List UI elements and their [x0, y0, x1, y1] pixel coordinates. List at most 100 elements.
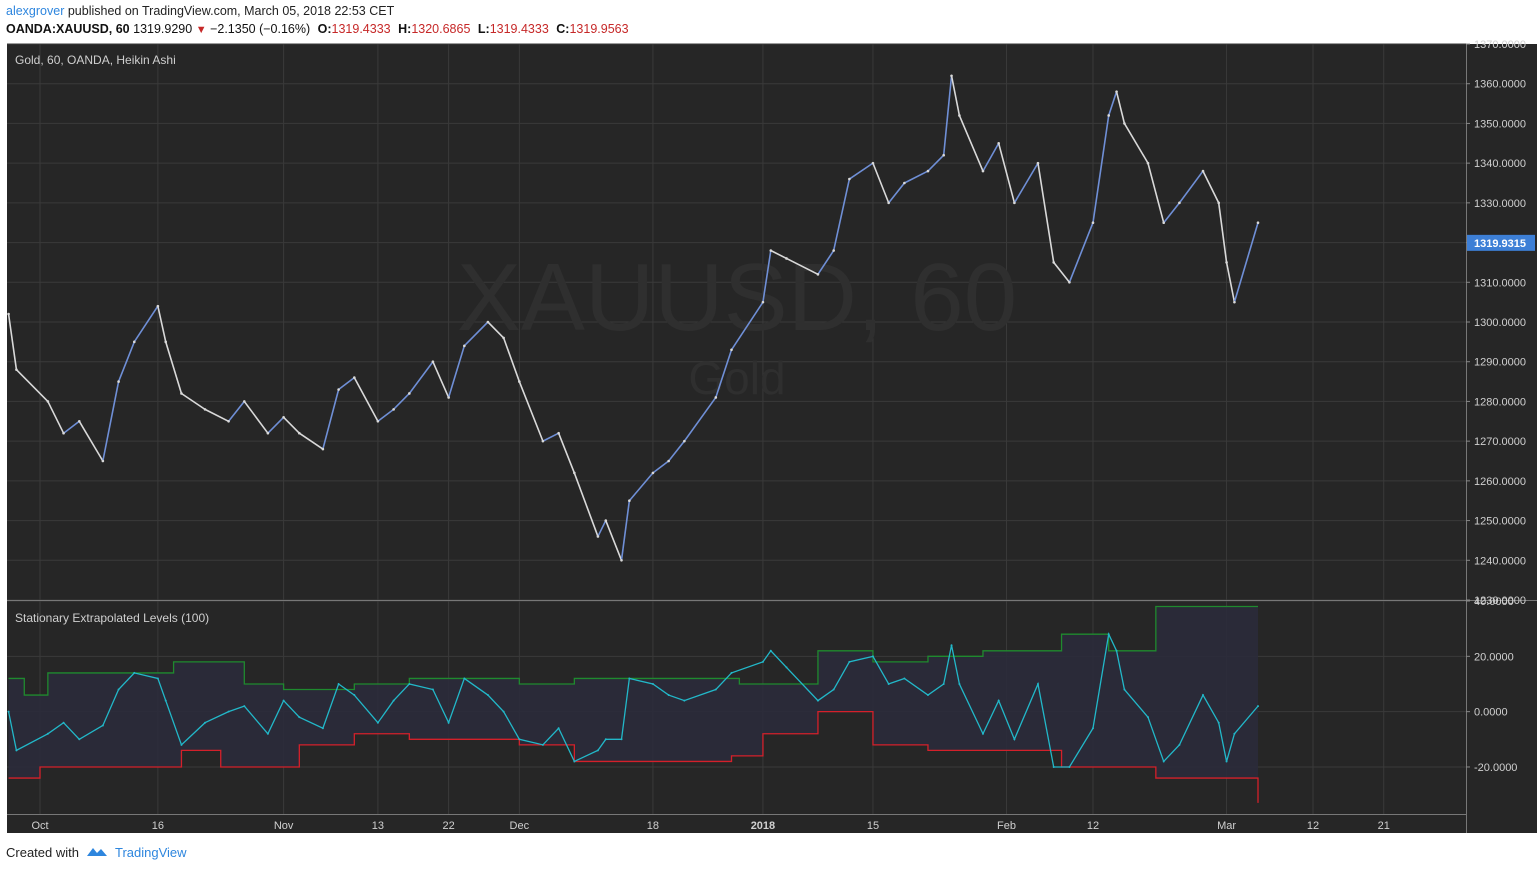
price-segment	[157, 305, 167, 343]
price-segment	[243, 400, 269, 434]
price-point	[557, 431, 560, 435]
price-segment	[668, 440, 685, 462]
price-segment	[1068, 222, 1094, 283]
tradingview-link[interactable]: TradingView	[114, 844, 187, 860]
oscillator-point	[1225, 760, 1228, 763]
price-point	[7, 312, 10, 316]
price-segment	[204, 408, 229, 422]
oscillator-point	[337, 682, 340, 685]
price-segment	[180, 392, 206, 411]
down-triangle-icon: ▼	[195, 24, 207, 36]
oscillator-point	[353, 694, 356, 697]
oscillator-point	[903, 677, 906, 680]
x-tick-label: 12	[1307, 820, 1319, 832]
ohlc-line: OANDA:XAUUSD, 60 1319.9290 ▼ −2.1350 (−0…	[6, 22, 629, 36]
price-point	[502, 336, 505, 340]
x-tick-label: 18	[647, 820, 659, 832]
oscillator-point	[604, 738, 607, 741]
price-point	[942, 153, 945, 157]
price-point	[667, 459, 670, 463]
price-point	[408, 392, 411, 395]
oscillator-point	[1036, 682, 1039, 685]
price-point	[62, 431, 65, 435]
price-tick-label: 1280.0000	[1474, 396, 1526, 408]
osc-tick-label: -20.0000	[1474, 762, 1517, 774]
price-segment	[848, 162, 874, 180]
level-band-fill	[8, 606, 1258, 803]
oscillator-point	[683, 699, 686, 702]
price-segment	[597, 520, 607, 537]
price-point	[1123, 122, 1126, 125]
created-with-text: Created with	[6, 844, 79, 860]
price-segment	[338, 376, 355, 391]
oscillator-point	[243, 705, 246, 708]
oscillator-point	[266, 732, 269, 735]
oscillator-point	[486, 694, 489, 697]
oscillator-point	[651, 682, 654, 685]
last-price-tag	[1467, 234, 1535, 251]
price-segment	[872, 162, 890, 204]
price-point	[392, 408, 395, 411]
price-segment	[573, 472, 599, 537]
oscillator-point	[997, 699, 1000, 702]
price-point	[77, 419, 81, 423]
x-tick-label: Dec	[510, 820, 530, 832]
price-point	[573, 471, 576, 475]
oscillator-point	[1257, 705, 1259, 708]
high-value: 1320.6865	[411, 22, 471, 36]
price-segment	[432, 361, 450, 398]
price-segment	[620, 500, 631, 561]
price-segment	[542, 432, 559, 442]
price-segment	[502, 337, 521, 382]
price-segment	[102, 381, 120, 462]
oscillator-point	[447, 721, 450, 724]
author-link[interactable]: alexgrover	[6, 4, 65, 18]
price-point	[903, 181, 906, 185]
price-point	[486, 320, 490, 324]
price-segment	[227, 400, 245, 422]
price-tick-label: 1330.0000	[1474, 198, 1526, 210]
oscillator-point	[1123, 688, 1126, 691]
price-point	[180, 392, 183, 395]
price-point	[282, 416, 285, 419]
price-point	[832, 249, 835, 252]
oscillator-point	[1115, 649, 1118, 652]
oscillator-point	[502, 710, 505, 713]
price-segment	[942, 75, 953, 156]
oscillator-point	[887, 682, 890, 685]
low-label: L:	[477, 22, 490, 36]
price-tick-label: 1240.0000	[1474, 555, 1526, 567]
oscillator-point	[78, 738, 81, 741]
oscillator-point	[730, 671, 733, 674]
price-point	[816, 273, 820, 276]
oscillator-point	[518, 738, 521, 741]
price-point	[651, 471, 655, 475]
price-segment	[15, 369, 49, 402]
price-point	[101, 459, 105, 463]
oscillator-point	[321, 727, 324, 730]
price-segment	[7, 313, 18, 370]
price-point	[1068, 280, 1071, 284]
oscillator-point	[1178, 743, 1181, 746]
price-segment	[997, 143, 1016, 204]
oscillator-point	[180, 743, 183, 746]
x-tick-label: 15	[867, 820, 879, 832]
time-axis	[7, 814, 1466, 833]
price-point	[541, 439, 545, 443]
price-point	[1036, 161, 1040, 165]
oscillator-point	[15, 749, 18, 752]
oscillator-point	[1233, 732, 1236, 735]
price-point	[1217, 201, 1221, 205]
price-point	[431, 360, 435, 364]
price-point	[997, 141, 1000, 145]
price-point	[1233, 300, 1236, 304]
price-segment	[715, 349, 733, 398]
price-segment	[982, 142, 1000, 172]
osc-tick-label: 40.0000	[1474, 596, 1514, 608]
price-tick-label: 1250.0000	[1474, 516, 1526, 528]
price-point	[628, 499, 631, 503]
price-point	[926, 169, 930, 173]
oscillator-point	[761, 660, 764, 663]
oscillator-point	[1091, 727, 1094, 730]
